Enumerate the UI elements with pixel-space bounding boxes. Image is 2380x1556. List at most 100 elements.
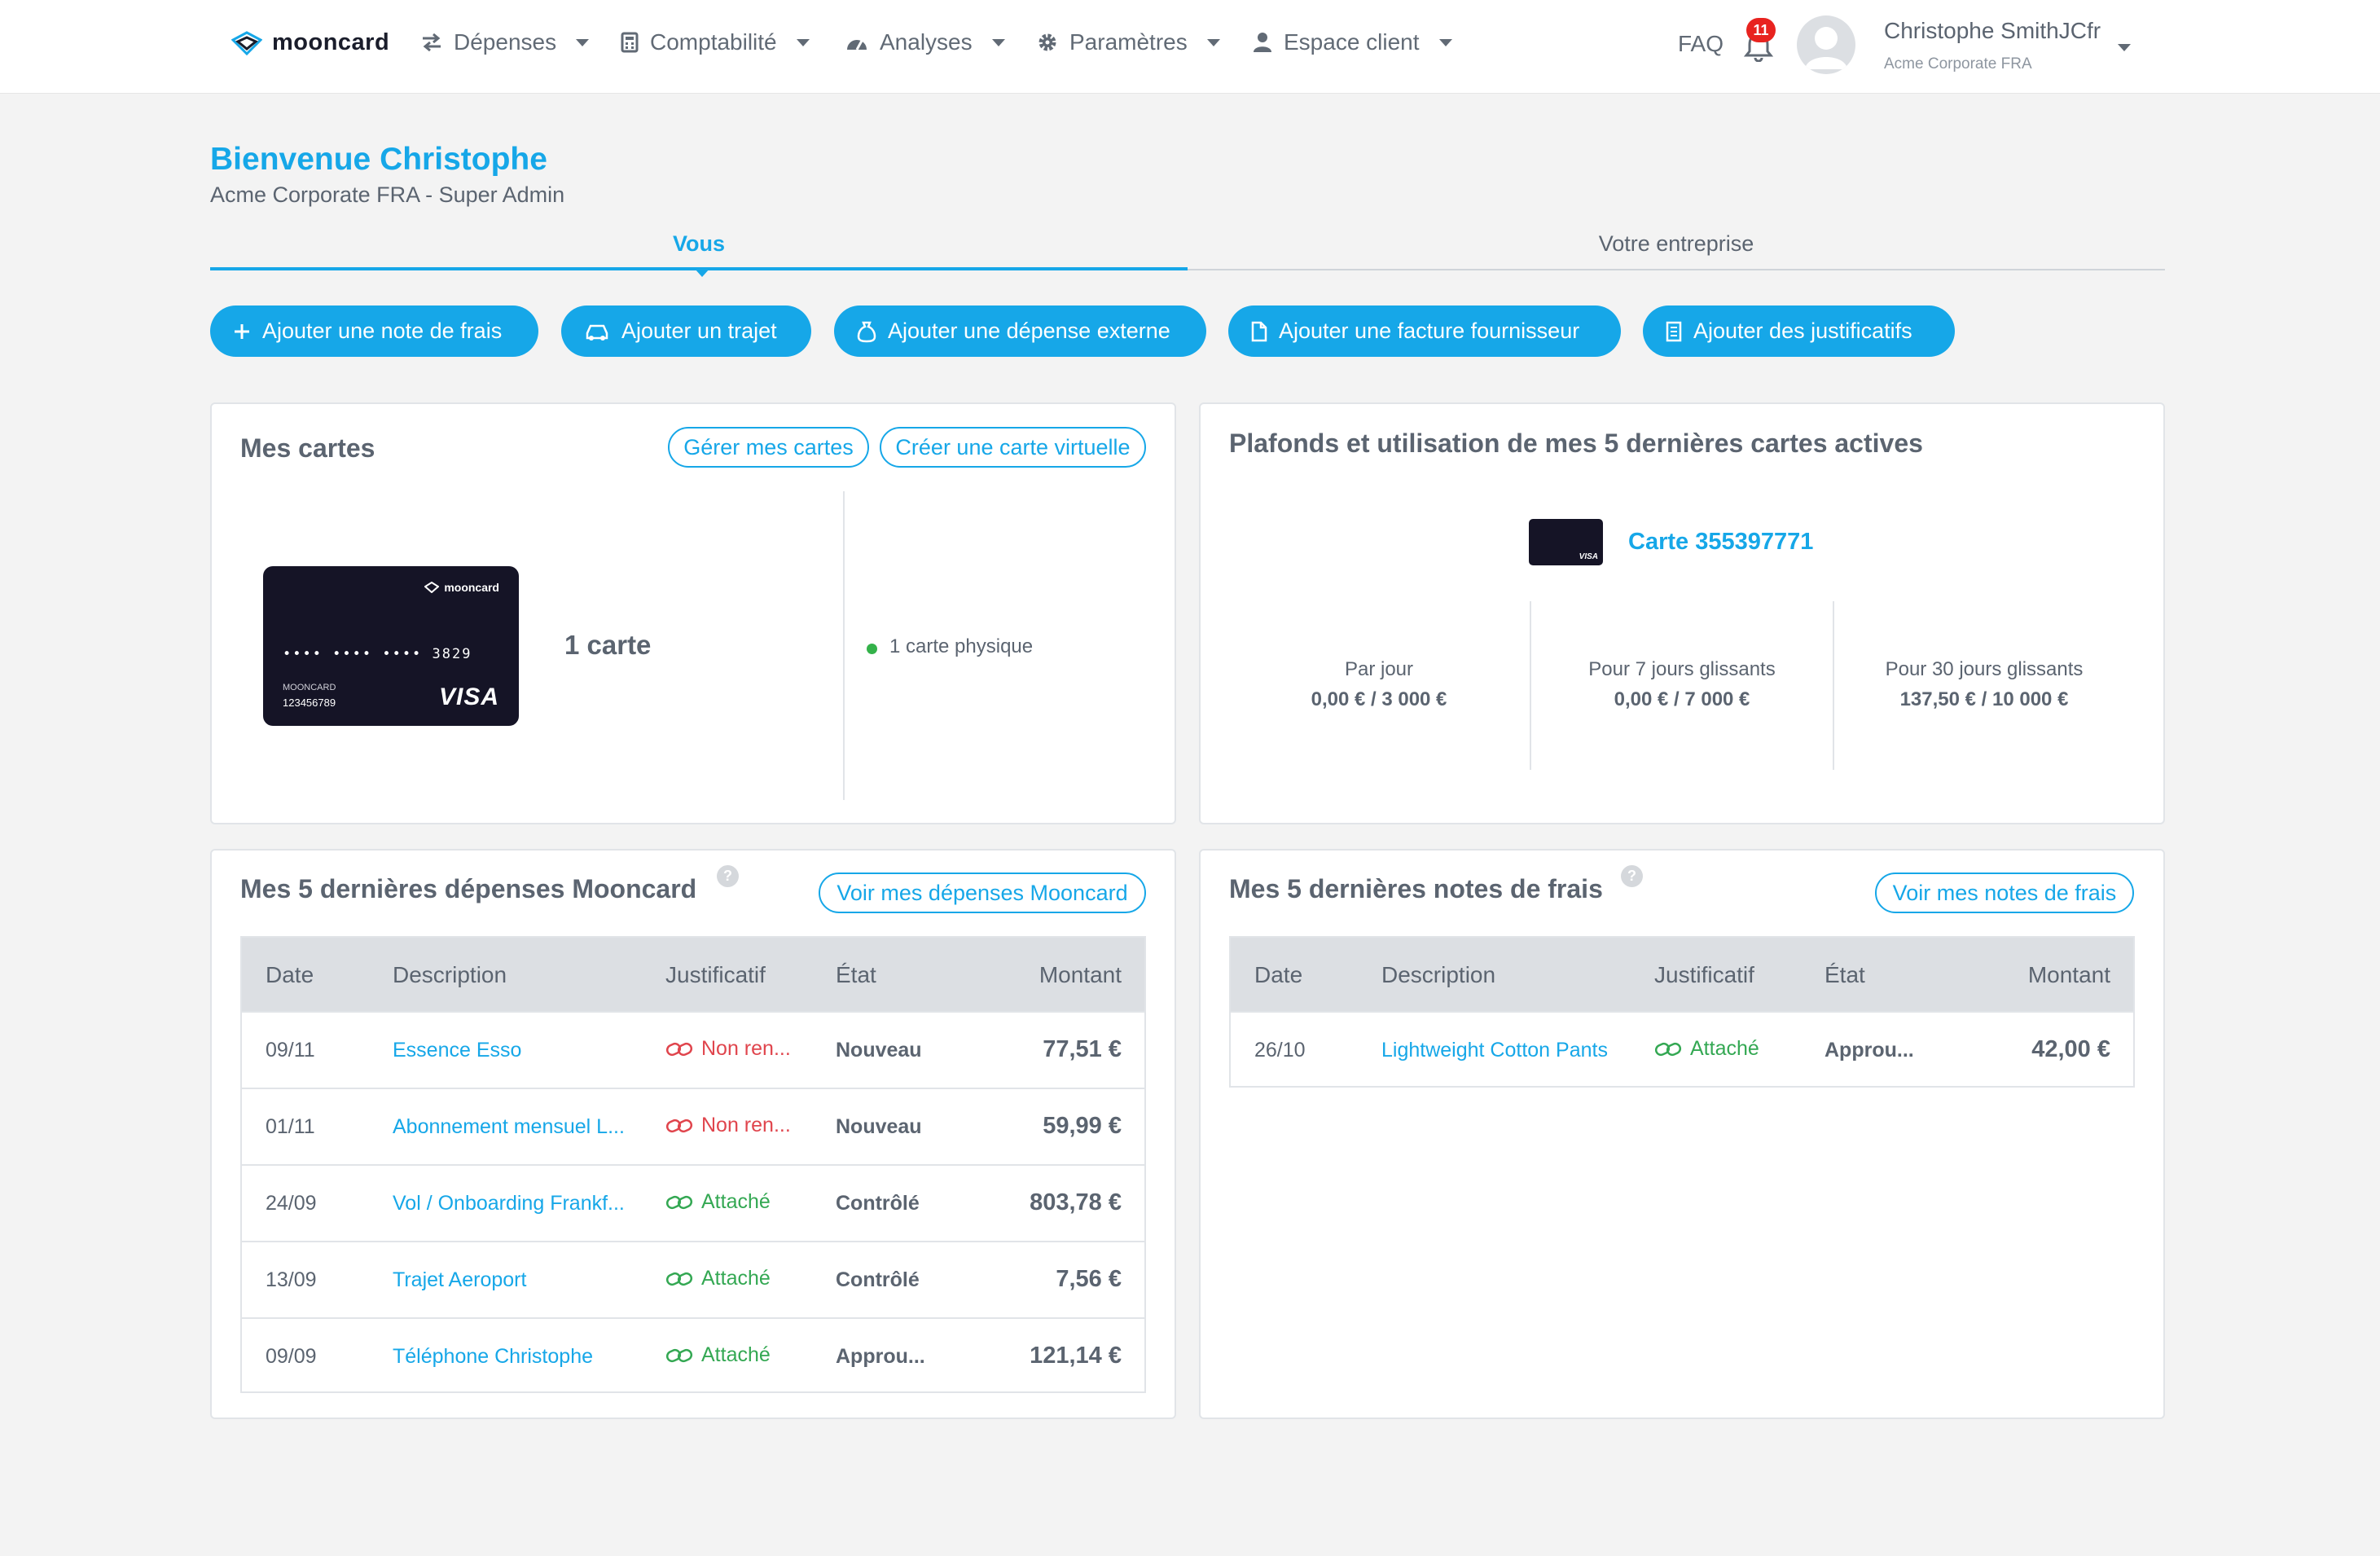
nav-comptabilite[interactable]: Comptabilité bbox=[621, 29, 810, 55]
add-supplier-invoice-button[interactable]: Ajouter une facture fournisseur bbox=[1228, 305, 1621, 357]
transfer-icon bbox=[423, 33, 441, 51]
receipt-status[interactable]: Non ren... bbox=[665, 1114, 791, 1137]
row-description[interactable]: Abonnement mensuel L... bbox=[393, 1115, 625, 1138]
receipt-status-label: Attaché bbox=[701, 1267, 771, 1290]
col-date[interactable]: Date bbox=[266, 962, 314, 987]
tab-votre-entreprise[interactable]: Votre entreprise bbox=[1598, 231, 1754, 256]
row-state: Contrôlé bbox=[836, 1192, 920, 1215]
create-virtual-card-button[interactable]: Créer une carte virtuelle bbox=[880, 427, 1146, 468]
gear-icon bbox=[1039, 33, 1056, 51]
divider bbox=[843, 491, 845, 800]
row-amount: 59,99 € bbox=[1043, 1113, 1122, 1139]
nav-espace-client[interactable]: Espace client bbox=[1253, 29, 1452, 55]
expenses-table: Date Description Justificatif État Monta… bbox=[240, 936, 1146, 1393]
help-icon[interactable]: ? bbox=[1621, 865, 1643, 887]
user-name[interactable]: Christophe SmithJCfr bbox=[1884, 18, 2101, 43]
chevron-down-icon bbox=[1438, 38, 1452, 46]
add-trip-label: Ajouter un trajet bbox=[621, 319, 777, 343]
add-receipts-label: Ajouter des justificatifs bbox=[1693, 319, 1912, 343]
card-holder: MOONCARD bbox=[283, 683, 336, 692]
nav-parametres[interactable]: Paramètres bbox=[1037, 29, 1220, 55]
add-external-expense-button[interactable]: Ajouter une dépense externe bbox=[834, 305, 1206, 357]
top-navigation-bar: mooncard Dépenses Comptabilité Analyses bbox=[0, 0, 2380, 94]
col-description[interactable]: Description bbox=[393, 962, 507, 987]
avatar[interactable] bbox=[1797, 15, 1855, 74]
limit-daily-value: 0,00 € / 3 000 € bbox=[1311, 688, 1447, 710]
plus-icon bbox=[235, 323, 249, 339]
link-icon bbox=[665, 1119, 693, 1132]
col-etat[interactable]: État bbox=[1825, 962, 1865, 987]
receipt-status[interactable]: Attaché bbox=[665, 1267, 771, 1290]
gauge-icon bbox=[847, 40, 867, 51]
col-description[interactable]: Description bbox=[1381, 962, 1496, 987]
link-icon bbox=[665, 1272, 693, 1286]
col-justificatif[interactable]: Justificatif bbox=[665, 962, 766, 987]
limit-7days-value: 0,00 € / 7 000 € bbox=[1614, 688, 1750, 710]
table-header: Date Description Justificatif État Monta… bbox=[242, 938, 1144, 1011]
tab-vous[interactable]: Vous bbox=[672, 231, 725, 256]
receipt-status-label: Attaché bbox=[701, 1190, 771, 1213]
row-description[interactable]: Lightweight Cotton Pants bbox=[1381, 1039, 1608, 1062]
help-icon[interactable]: ? bbox=[717, 865, 739, 887]
row-description[interactable]: Trajet Aeroport bbox=[393, 1268, 527, 1291]
faq-link[interactable]: FAQ bbox=[1678, 31, 1724, 56]
table-row[interactable]: 13/09 Trajet Aeroport Attaché Contrôlé 7… bbox=[242, 1241, 1144, 1317]
mooncard-logo-icon bbox=[231, 30, 262, 55]
add-expense-note-button[interactable]: Ajouter une note de frais bbox=[210, 305, 538, 357]
row-state: Approu... bbox=[836, 1345, 925, 1368]
row-amount: 42,00 € bbox=[2031, 1036, 2110, 1062]
row-date: 09/11 bbox=[266, 1039, 315, 1062]
col-date[interactable]: Date bbox=[1254, 962, 1303, 987]
card-limits-panel bbox=[1199, 402, 2165, 824]
table-row[interactable]: 01/11 Abonnement mensuel L... Non ren...… bbox=[242, 1088, 1144, 1164]
tab-pointer bbox=[695, 269, 709, 277]
link-icon bbox=[665, 1195, 693, 1209]
manage-cards-button[interactable]: Gérer mes cartes bbox=[668, 427, 869, 468]
recent-notes-panel bbox=[1199, 849, 2165, 1419]
col-justificatif[interactable]: Justificatif bbox=[1654, 962, 1754, 987]
table-row[interactable]: 09/11 Essence Esso Non ren... Nouveau 77… bbox=[242, 1011, 1144, 1088]
receipt-icon bbox=[1666, 321, 1682, 341]
user-company: Acme Corporate FRA bbox=[1884, 55, 2032, 73]
receipt-status[interactable]: Attaché bbox=[665, 1190, 771, 1214]
col-montant[interactable]: Montant bbox=[1039, 962, 1122, 987]
person-icon bbox=[1254, 33, 1271, 52]
table-row[interactable]: 09/09 Téléphone Christophe Attaché Appro… bbox=[242, 1317, 1144, 1394]
status-dot-green bbox=[867, 644, 877, 654]
link-icon bbox=[665, 1042, 693, 1056]
table-row[interactable]: 26/10 Lightweight Cotton Pants Attaché A… bbox=[1231, 1011, 2133, 1088]
car-icon bbox=[586, 324, 608, 341]
user-menu-chevron-icon[interactable] bbox=[2118, 44, 2131, 51]
row-state: Nouveau bbox=[836, 1115, 922, 1138]
nav-depenses[interactable]: Dépenses bbox=[421, 29, 590, 55]
notification-count-badge: 11 bbox=[1746, 18, 1776, 42]
row-description[interactable]: Vol / Onboarding Frankf... bbox=[393, 1192, 625, 1215]
add-trip-button[interactable]: Ajouter un trajet bbox=[561, 305, 811, 357]
row-description[interactable]: Téléphone Christophe bbox=[393, 1345, 593, 1368]
row-state: Nouveau bbox=[836, 1039, 922, 1062]
row-date: 01/11 bbox=[266, 1115, 315, 1138]
nav-comptabilite-label: Comptabilité bbox=[650, 29, 777, 55]
col-etat[interactable]: État bbox=[836, 962, 876, 987]
view-notes-button[interactable]: Voir mes notes de frais bbox=[1875, 873, 2134, 913]
bank-card-image[interactable]: mooncard •••• •••• •••• 3829 MOONCARD 12… bbox=[263, 566, 519, 726]
row-date: 26/10 bbox=[1254, 1039, 1306, 1062]
add-receipts-button[interactable]: Ajouter des justificatifs bbox=[1643, 305, 1955, 357]
receipt-status[interactable]: Non ren... bbox=[665, 1037, 791, 1061]
row-description[interactable]: Essence Esso bbox=[393, 1039, 522, 1062]
money-bag-icon bbox=[857, 321, 876, 342]
col-montant[interactable]: Montant bbox=[2027, 962, 2110, 987]
nav-analyses[interactable]: Analyses bbox=[845, 29, 1005, 55]
table-row[interactable]: 24/09 Vol / Onboarding Frankf... Attaché… bbox=[242, 1164, 1144, 1241]
notes-table: Date Description Justificatif État Monta… bbox=[1229, 936, 2135, 1088]
physical-card-count: 1 carte physique bbox=[889, 635, 1034, 657]
limit-30days-label: Pour 30 jours glissants bbox=[1885, 658, 2084, 680]
receipt-status[interactable]: Attaché bbox=[1654, 1037, 1759, 1061]
mooncard-logo[interactable]: mooncard bbox=[231, 29, 389, 56]
receipt-status[interactable]: Attaché bbox=[665, 1343, 771, 1367]
card-link[interactable]: Carte 355397771 bbox=[1628, 529, 1814, 555]
view-expenses-button[interactable]: Voir mes dépenses Mooncard bbox=[819, 873, 1146, 913]
document-icon bbox=[1251, 321, 1267, 341]
nav-parametres-label: Paramètres bbox=[1069, 29, 1188, 55]
row-date: 09/09 bbox=[266, 1345, 317, 1368]
